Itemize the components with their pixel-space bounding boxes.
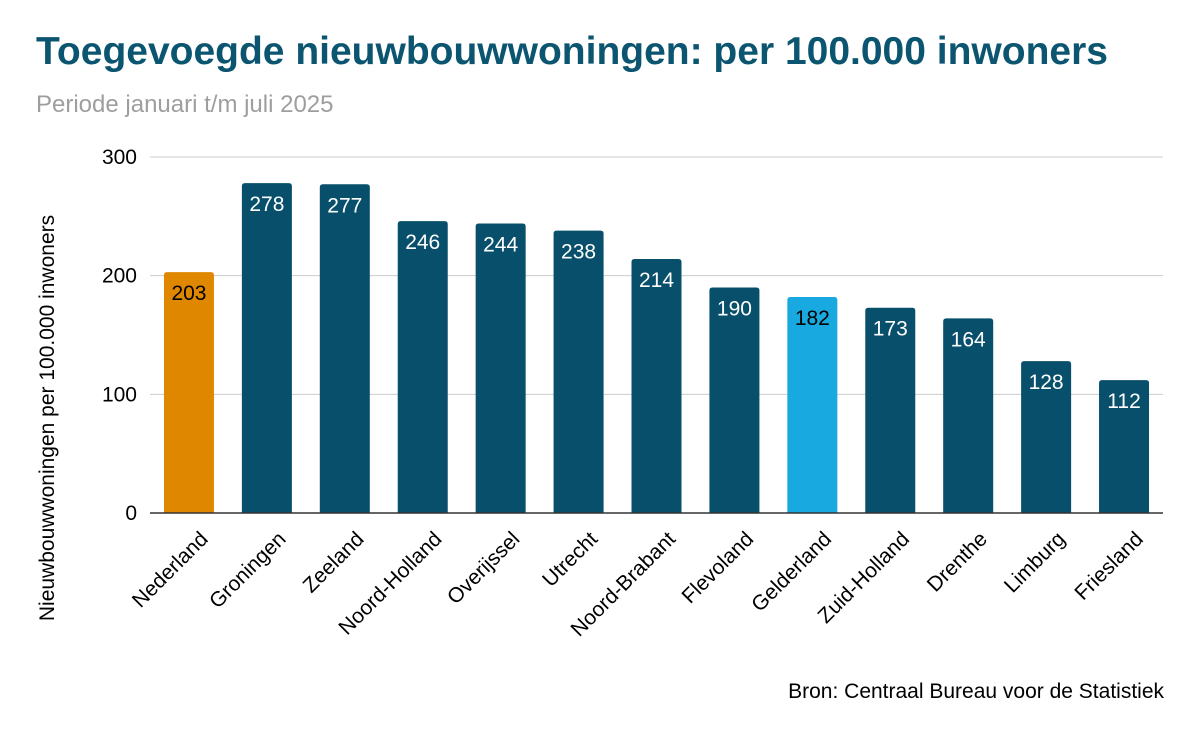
x-category-label: Flevoland [677,527,758,608]
bar-value-label: 112 [1107,390,1140,413]
bar-value-label: 214 [639,269,674,292]
bar-value-label: 203 [171,282,206,305]
bar [943,318,994,513]
x-category-label: Utrecht [538,527,602,591]
x-category-label: Friesland [1070,527,1147,604]
x-category-label: Nederland [128,527,213,612]
chart-subtitle: Periode januari t/m juli 2025 [36,91,334,118]
y-tick-label: 300 [102,146,137,169]
bar [553,230,604,513]
x-category-label: Overijssel [443,527,524,608]
bar [475,223,526,513]
chart-title: Toegevoegde nieuwbouwwoningen: per 100.0… [36,30,1108,73]
bar-value-label: 182 [795,307,830,330]
bar-value-label: 164 [951,328,986,351]
bar-value-label: 278 [249,193,284,216]
bar [1021,361,1072,513]
source-note: Bron: Centraal Bureau voor de Statistiek [788,680,1164,703]
bar-value-label: 190 [717,298,752,321]
bar [709,287,760,513]
x-category-label: Zeeland [299,527,369,597]
bar-value-label: 238 [561,241,596,264]
y-tick-label: 200 [102,265,137,288]
bars: 203 278 277 246 244 238 214 190 182 173 164 128 112 [163,183,1150,513]
x-category-label: Drenthe [923,527,992,596]
bar-value-label: 173 [873,318,908,341]
bar-value-label: 277 [327,194,362,217]
y-tick-label: 100 [102,383,137,406]
bar [163,272,214,513]
bar [241,183,292,513]
bar [319,184,370,513]
bar [865,307,916,513]
bar [1099,380,1150,513]
bar-value-label: 246 [405,231,440,254]
bar-value-label: 128 [1029,371,1064,394]
x-category-label: Groningen [205,527,291,613]
bar [397,221,448,513]
y-axis-ticks: 0 100 200 300 [102,146,137,525]
y-tick-label: 0 [125,502,137,525]
bar-value-label: 244 [483,233,518,256]
bar [787,297,838,513]
x-category-label: Limburg [1000,527,1070,597]
bar [631,259,682,513]
y-axis-label: Nieuwbouwwoningen per 100.000 inwoners [36,215,59,621]
